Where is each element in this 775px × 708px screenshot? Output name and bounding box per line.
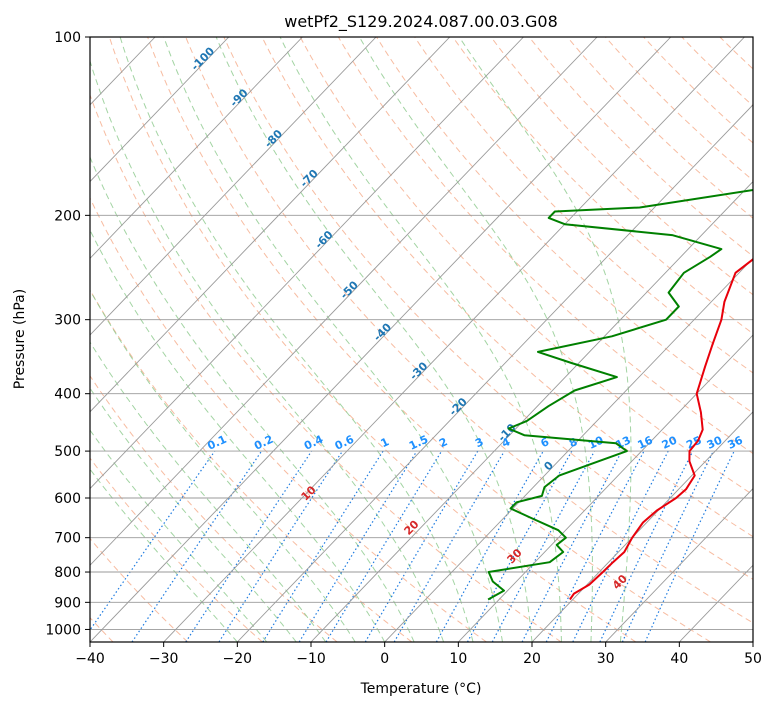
isotherm-grid (90, 37, 753, 642)
isotherm-line (90, 37, 672, 642)
y-tick-label: 300 (54, 313, 81, 329)
dry-adiabat-line (90, 374, 338, 642)
isotherm-line (457, 334, 753, 642)
moist-adiabat-line (90, 229, 386, 642)
plot-frame (89, 36, 754, 643)
dry-adiabat-line (90, 196, 487, 642)
chart-title: wetPf2_S129.2024.087.00.03.G08 (284, 12, 558, 32)
dry-adiabat-line (90, 457, 263, 642)
mixing-ratio-line (435, 450, 544, 642)
y-tick-label: 800 (54, 565, 81, 581)
moist-adiabat-line (163, 37, 503, 642)
dry-adiabat-line (414, 37, 753, 374)
moist-adiabat-line (90, 289, 356, 642)
mixing-ratio-label: 16 (636, 433, 656, 451)
isotherm-line (605, 487, 753, 642)
mixing-ratio-line (185, 450, 313, 642)
isotherm-line (236, 104, 753, 642)
moist-adiabat-line (90, 341, 327, 642)
dry-adiabat-line (147, 37, 711, 642)
mixing-ratio-line (545, 450, 645, 642)
mixing-ratio-line (572, 450, 669, 642)
isobar-grid (90, 37, 753, 630)
mixing-ratio-line (262, 450, 384, 642)
y-axis-title: Pressure (hPa) (12, 289, 28, 389)
x-tick-label: 0 (380, 651, 389, 667)
y-tick-label: 100 (54, 30, 81, 46)
x-tick-label: −20 (223, 651, 253, 667)
y-tick-label: 200 (54, 208, 81, 224)
moist-adiabat-line (358, 37, 593, 642)
x-tick-label: 50 (744, 651, 762, 667)
isotherm-line (384, 257, 753, 642)
moist-adiabat-line (90, 468, 238, 642)
x-tick-label: 10 (449, 651, 467, 667)
moist-adiabat-line (279, 37, 562, 642)
x-tick-label: −40 (75, 651, 105, 667)
isotherm-line (90, 37, 451, 413)
isotherm-line (531, 411, 753, 642)
x-tick-label: 30 (597, 651, 615, 667)
x-tick-label: 40 (670, 651, 688, 667)
y-tick-label: 900 (54, 595, 81, 611)
mixing-ratio-line (325, 450, 443, 642)
x-tick-label: −10 (296, 651, 326, 667)
moist-adiabat-line (215, 37, 533, 642)
moist-adiabats (90, 37, 632, 642)
dry-adiabat-line (261, 37, 753, 538)
y-tick-label: 600 (54, 491, 81, 507)
moist-adiabat-line (90, 429, 268, 642)
isotherm-line (90, 37, 230, 183)
mixing-ratio-line (218, 450, 343, 642)
moist-adiabat-line (119, 37, 474, 642)
dry-adiabat-line (452, 37, 753, 335)
dry-adiabat-line (90, 93, 562, 642)
y-tick-label: 500 (54, 444, 81, 460)
axis-ticks: −40 −30 −20 −10 0 10 20 30 40 50 100 200 300 400 500 60… (45, 30, 762, 667)
mixing-ratio-label: 10 (586, 433, 606, 451)
y-tick-label: 400 (54, 387, 81, 403)
x-tick-label: −30 (149, 651, 179, 667)
mixing-ratio-label: 20 (660, 433, 680, 451)
isotherm-line (90, 37, 524, 490)
mixing-ratio-line (466, 450, 573, 642)
mixing-ratio-line (298, 450, 418, 642)
moist-adiabat-line (458, 37, 632, 642)
dry-adiabat-line (90, 289, 413, 642)
moist-adiabat-line (90, 59, 445, 642)
isotherm-line (90, 37, 377, 336)
isotherm-line (163, 37, 745, 642)
mixing-ratio-label: 36 (726, 433, 746, 451)
isotherm-line (90, 37, 598, 566)
profile-series (487, 189, 753, 601)
dry-adiabat-line (108, 37, 637, 642)
y-tick-label: 700 (54, 531, 81, 547)
mixing-ratio-label: 30 (705, 433, 725, 451)
x-tick-label: 20 (523, 651, 541, 667)
temperature-profile-line (569, 258, 753, 601)
moist-adiabat-line (90, 387, 297, 642)
isotherm-line (90, 37, 303, 260)
dry-adiabat-line (223, 37, 753, 580)
x-axis-title: Temperature (°C) (360, 681, 482, 697)
y-tick-label: 1000 (45, 622, 81, 638)
dewpoint-profile-line (487, 189, 753, 601)
mixing-ratio-line (90, 450, 216, 632)
mixing-ratio-line (131, 450, 263, 642)
dry-adiabat-line (528, 37, 753, 257)
dry-adiabat-line (566, 37, 753, 219)
dry-adiabat-line (185, 37, 753, 624)
dry-adiabat-line (299, 37, 753, 496)
mixing-ratio-label: 13 (614, 434, 633, 452)
